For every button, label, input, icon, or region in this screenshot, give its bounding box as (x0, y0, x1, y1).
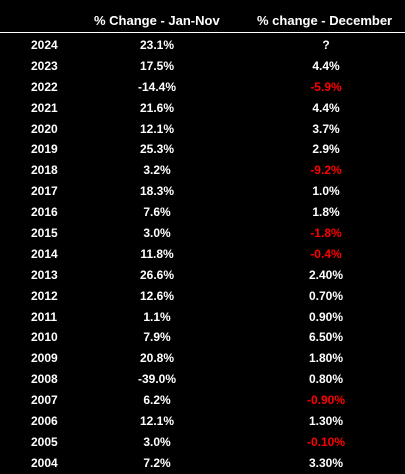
december-change-cell: 3.7% (312, 121, 340, 136)
jan-nov-change-cell: 23.1% (139, 38, 175, 52)
december-change-cell: -1.8% (310, 226, 342, 241)
year-cell: 2021 (31, 100, 58, 115)
table-row: 2010 7.9% 6.50% (0, 327, 405, 348)
table-row: 2011 1.1% 0.90% (0, 307, 405, 328)
jan-nov-change-cell: 12.1% (139, 121, 175, 136)
table-body: 2024 23.1%? 2023 17.5% 4.4% 2022 -14.4% -5.9% 20… (0, 35, 405, 474)
jan-nov-change-cell: 18.3% (139, 184, 175, 199)
table-row: 2008 -39.0% 0.80% (0, 369, 405, 390)
jan-nov-change-cell: 7.9% (143, 330, 171, 345)
header-jan-nov: % Change - Jan-Nov (94, 13, 220, 28)
table-row: 2022 -14.4% -5.9% (0, 77, 405, 98)
table-row: 2013 26.6% 2.40% (0, 265, 405, 286)
jan-nov-change-cell: 3.0% (143, 434, 171, 449)
year-cell: 2013 (31, 267, 58, 282)
december-change-cell: 1.80% (308, 351, 344, 366)
year-cell: 2022 (31, 79, 58, 94)
december-change-cell: 3.30% (308, 455, 344, 470)
jan-nov-change-cell: 3.0% (143, 226, 171, 241)
year-cell: 2010 (31, 330, 58, 345)
year-cell: 2004 (31, 455, 58, 470)
table-row: 2004 7.2% 3.30% (0, 453, 405, 474)
jan-nov-change-cell: 17.5% (139, 58, 175, 73)
december-change-cell: ? (322, 38, 330, 52)
december-change-cell: -0.4% (310, 246, 342, 261)
returns-table: % Change - Jan-Nov % change - December 2… (0, 10, 405, 470)
december-change-cell: 2.40% (308, 267, 344, 282)
jan-nov-change-cell: 21.6% (139, 100, 175, 115)
table-row: 2023 17.5% 4.4% (0, 56, 405, 77)
year-cell: 2019 (31, 142, 58, 157)
jan-nov-change-cell: 1.1% (143, 309, 171, 324)
december-change-cell: -0.90% (306, 393, 346, 408)
year-cell: 2020 (31, 121, 58, 136)
year-cell: 2009 (31, 351, 58, 366)
table-row: 2024 23.1%? (0, 35, 405, 56)
table-row: 2006 12.1% 1.30% (0, 411, 405, 432)
table-row: 2014 11.8% -0.4% (0, 244, 405, 265)
year-cell: 2011 (31, 309, 58, 324)
jan-nov-change-cell: 6.2% (143, 393, 171, 408)
jan-nov-change-cell: 12.1% (139, 414, 175, 429)
december-change-cell: 2.9% (312, 142, 340, 157)
header-december: % change - December (257, 13, 393, 28)
table-row: 2012 12.6% 0.70% (0, 286, 405, 307)
december-change-cell: 1.0% (312, 184, 340, 199)
december-change-cell: 6.50% (308, 330, 344, 345)
jan-nov-change-cell: 11.8% (140, 246, 174, 261)
december-change-cell: -9.2% (310, 163, 342, 178)
table-row: 2017 18.3% 1.0% (0, 181, 405, 202)
jan-nov-change-cell: 25.3% (139, 142, 175, 157)
year-cell: 2014 (31, 246, 58, 261)
jan-nov-change-cell: 26.6% (139, 267, 175, 282)
table-row: 2005 3.0% -0.10% (0, 432, 405, 453)
jan-nov-change-cell: 7.2% (143, 455, 171, 470)
year-cell: 2006 (31, 414, 58, 429)
year-cell: 2007 (31, 393, 58, 408)
december-change-cell: -0.10% (306, 434, 346, 449)
year-cell: 2012 (31, 288, 58, 303)
jan-nov-change-cell: 20.8% (139, 351, 175, 366)
table-row: 2018 3.2% -9.2% (0, 160, 405, 181)
table-header: % Change - Jan-Nov % change - December (0, 10, 405, 33)
table-row: 2009 20.8% 1.80% (0, 348, 405, 369)
year-cell: 2023 (31, 58, 58, 73)
year-cell: 2005 (31, 434, 58, 449)
table-row: 2016 7.6% 1.8% (0, 202, 405, 223)
year-cell: 2024 (31, 38, 58, 52)
table-row: 2015 3.0% -1.8% (0, 223, 405, 244)
table-row: 2021 21.6% 4.4% (0, 98, 405, 119)
table-row: 2020 12.1% 3.7% (0, 119, 405, 140)
table-row: 2007 6.2% -0.90% (0, 390, 405, 411)
december-change-cell: -5.9% (310, 79, 342, 94)
year-cell: 2016 (31, 205, 58, 220)
december-change-cell: 4.4% (312, 58, 340, 73)
year-cell: 2008 (31, 372, 58, 387)
jan-nov-change-cell: 12.6% (139, 288, 175, 303)
jan-nov-change-cell: -14.4% (137, 79, 177, 94)
year-cell: 2018 (31, 163, 58, 178)
december-change-cell: 0.90% (308, 309, 344, 324)
jan-nov-change-cell: 7.6% (143, 205, 171, 220)
table-row: 2019 25.3% 2.9% (0, 139, 405, 160)
december-change-cell: 1.30% (308, 414, 344, 429)
december-change-cell: 0.80% (308, 372, 344, 387)
december-change-cell: 1.8% (312, 205, 340, 220)
year-cell: 2017 (31, 184, 58, 199)
jan-nov-change-cell: -39.0% (137, 372, 177, 387)
december-change-cell: 4.4% (312, 100, 340, 115)
december-change-cell: 0.70% (308, 288, 344, 303)
year-cell: 2015 (31, 226, 58, 241)
jan-nov-change-cell: 3.2% (143, 163, 171, 178)
